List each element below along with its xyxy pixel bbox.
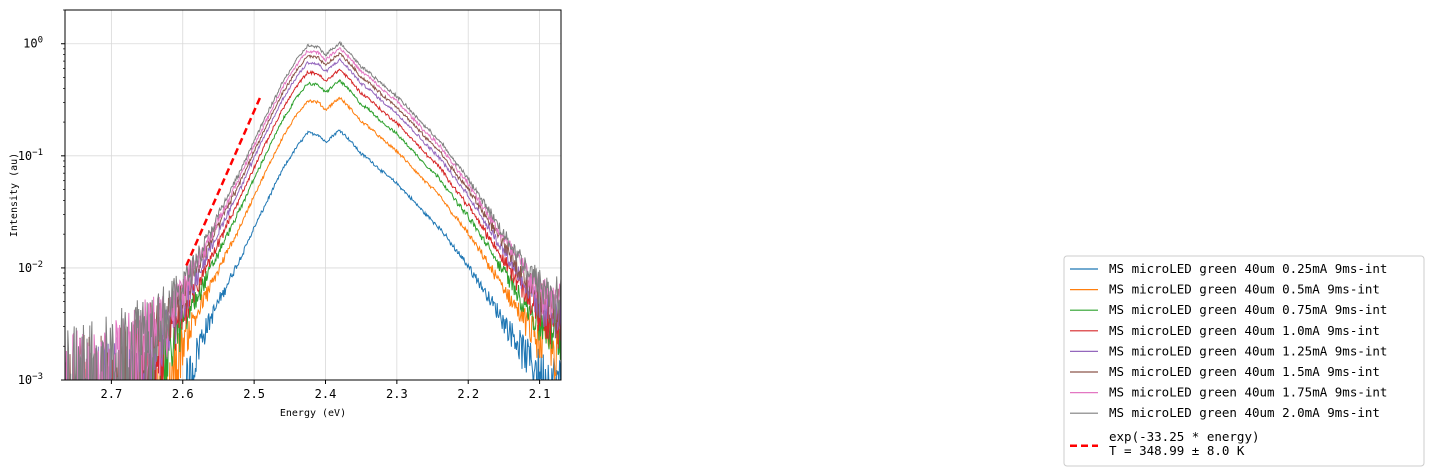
- legend-frame: [1063, 255, 1425, 467]
- x-tick-label: 2.5: [243, 387, 265, 401]
- legend-entry-fit: exp(-33.25 * energy): [1109, 429, 1260, 444]
- x-tick-label: 2.2: [457, 387, 479, 401]
- series-line: [75, 68, 561, 380]
- series-line: [176, 129, 561, 380]
- x-tick-label: 2.4: [315, 387, 337, 401]
- x-tick-label: 2.1: [529, 387, 551, 401]
- y-tick-label: 100: [23, 36, 43, 51]
- x-tick-label: 2.7: [101, 387, 123, 401]
- legend-entry: MS microLED green 40um 0.25mA 9ms-int: [1109, 261, 1387, 276]
- legend-entry-fit-temp: T = 348.99 ± 8.0 K: [1109, 443, 1245, 458]
- legend-entry: MS microLED green 40um 1.75mA 9ms-int: [1109, 385, 1387, 400]
- legend-entry: MS microLED green 40um 1.25mA 9ms-int: [1109, 343, 1387, 358]
- legend-entry: MS microLED green 40um 1.0mA 9ms-int: [1109, 323, 1380, 338]
- y-tick-label: 10−1: [18, 148, 43, 163]
- y-axis-label: Intensity (au): [9, 153, 20, 237]
- legend-entry: MS microLED green 40um 0.5mA 9ms-int: [1109, 282, 1380, 297]
- x-tick-label: 2.6: [172, 387, 194, 401]
- series-line: [65, 51, 561, 380]
- legend-entry: MS microLED green 40um 2.0mA 9ms-int: [1109, 405, 1380, 420]
- x-tick-label: 2.3: [386, 387, 408, 401]
- legend: MS microLED green 40um 0.25mA 9ms-int MS …: [1063, 255, 1425, 467]
- fit-group: [185, 94, 263, 267]
- series-group: [65, 40, 561, 380]
- x-axis: 2.7 2.6 2.5 2.4 2.3 2.2 2.1: [101, 380, 551, 401]
- legend-entry: MS microLED green 40um 0.75mA 9ms-int: [1109, 302, 1387, 317]
- series-line: [65, 40, 561, 380]
- legend-entry: MS microLED green 40um 1.5mA 9ms-int: [1109, 364, 1380, 379]
- series-line: [126, 96, 561, 380]
- fit-line: [185, 94, 263, 267]
- y-axis: 10−3 10−2 10−1 100: [18, 9, 65, 387]
- y-tick-label: 10−2: [18, 260, 43, 275]
- series-line: [65, 47, 561, 380]
- plot-frame: [64, 9, 562, 381]
- x-axis-label: Energy (eV): [280, 408, 346, 419]
- y-tick-label: 10−3: [18, 372, 43, 387]
